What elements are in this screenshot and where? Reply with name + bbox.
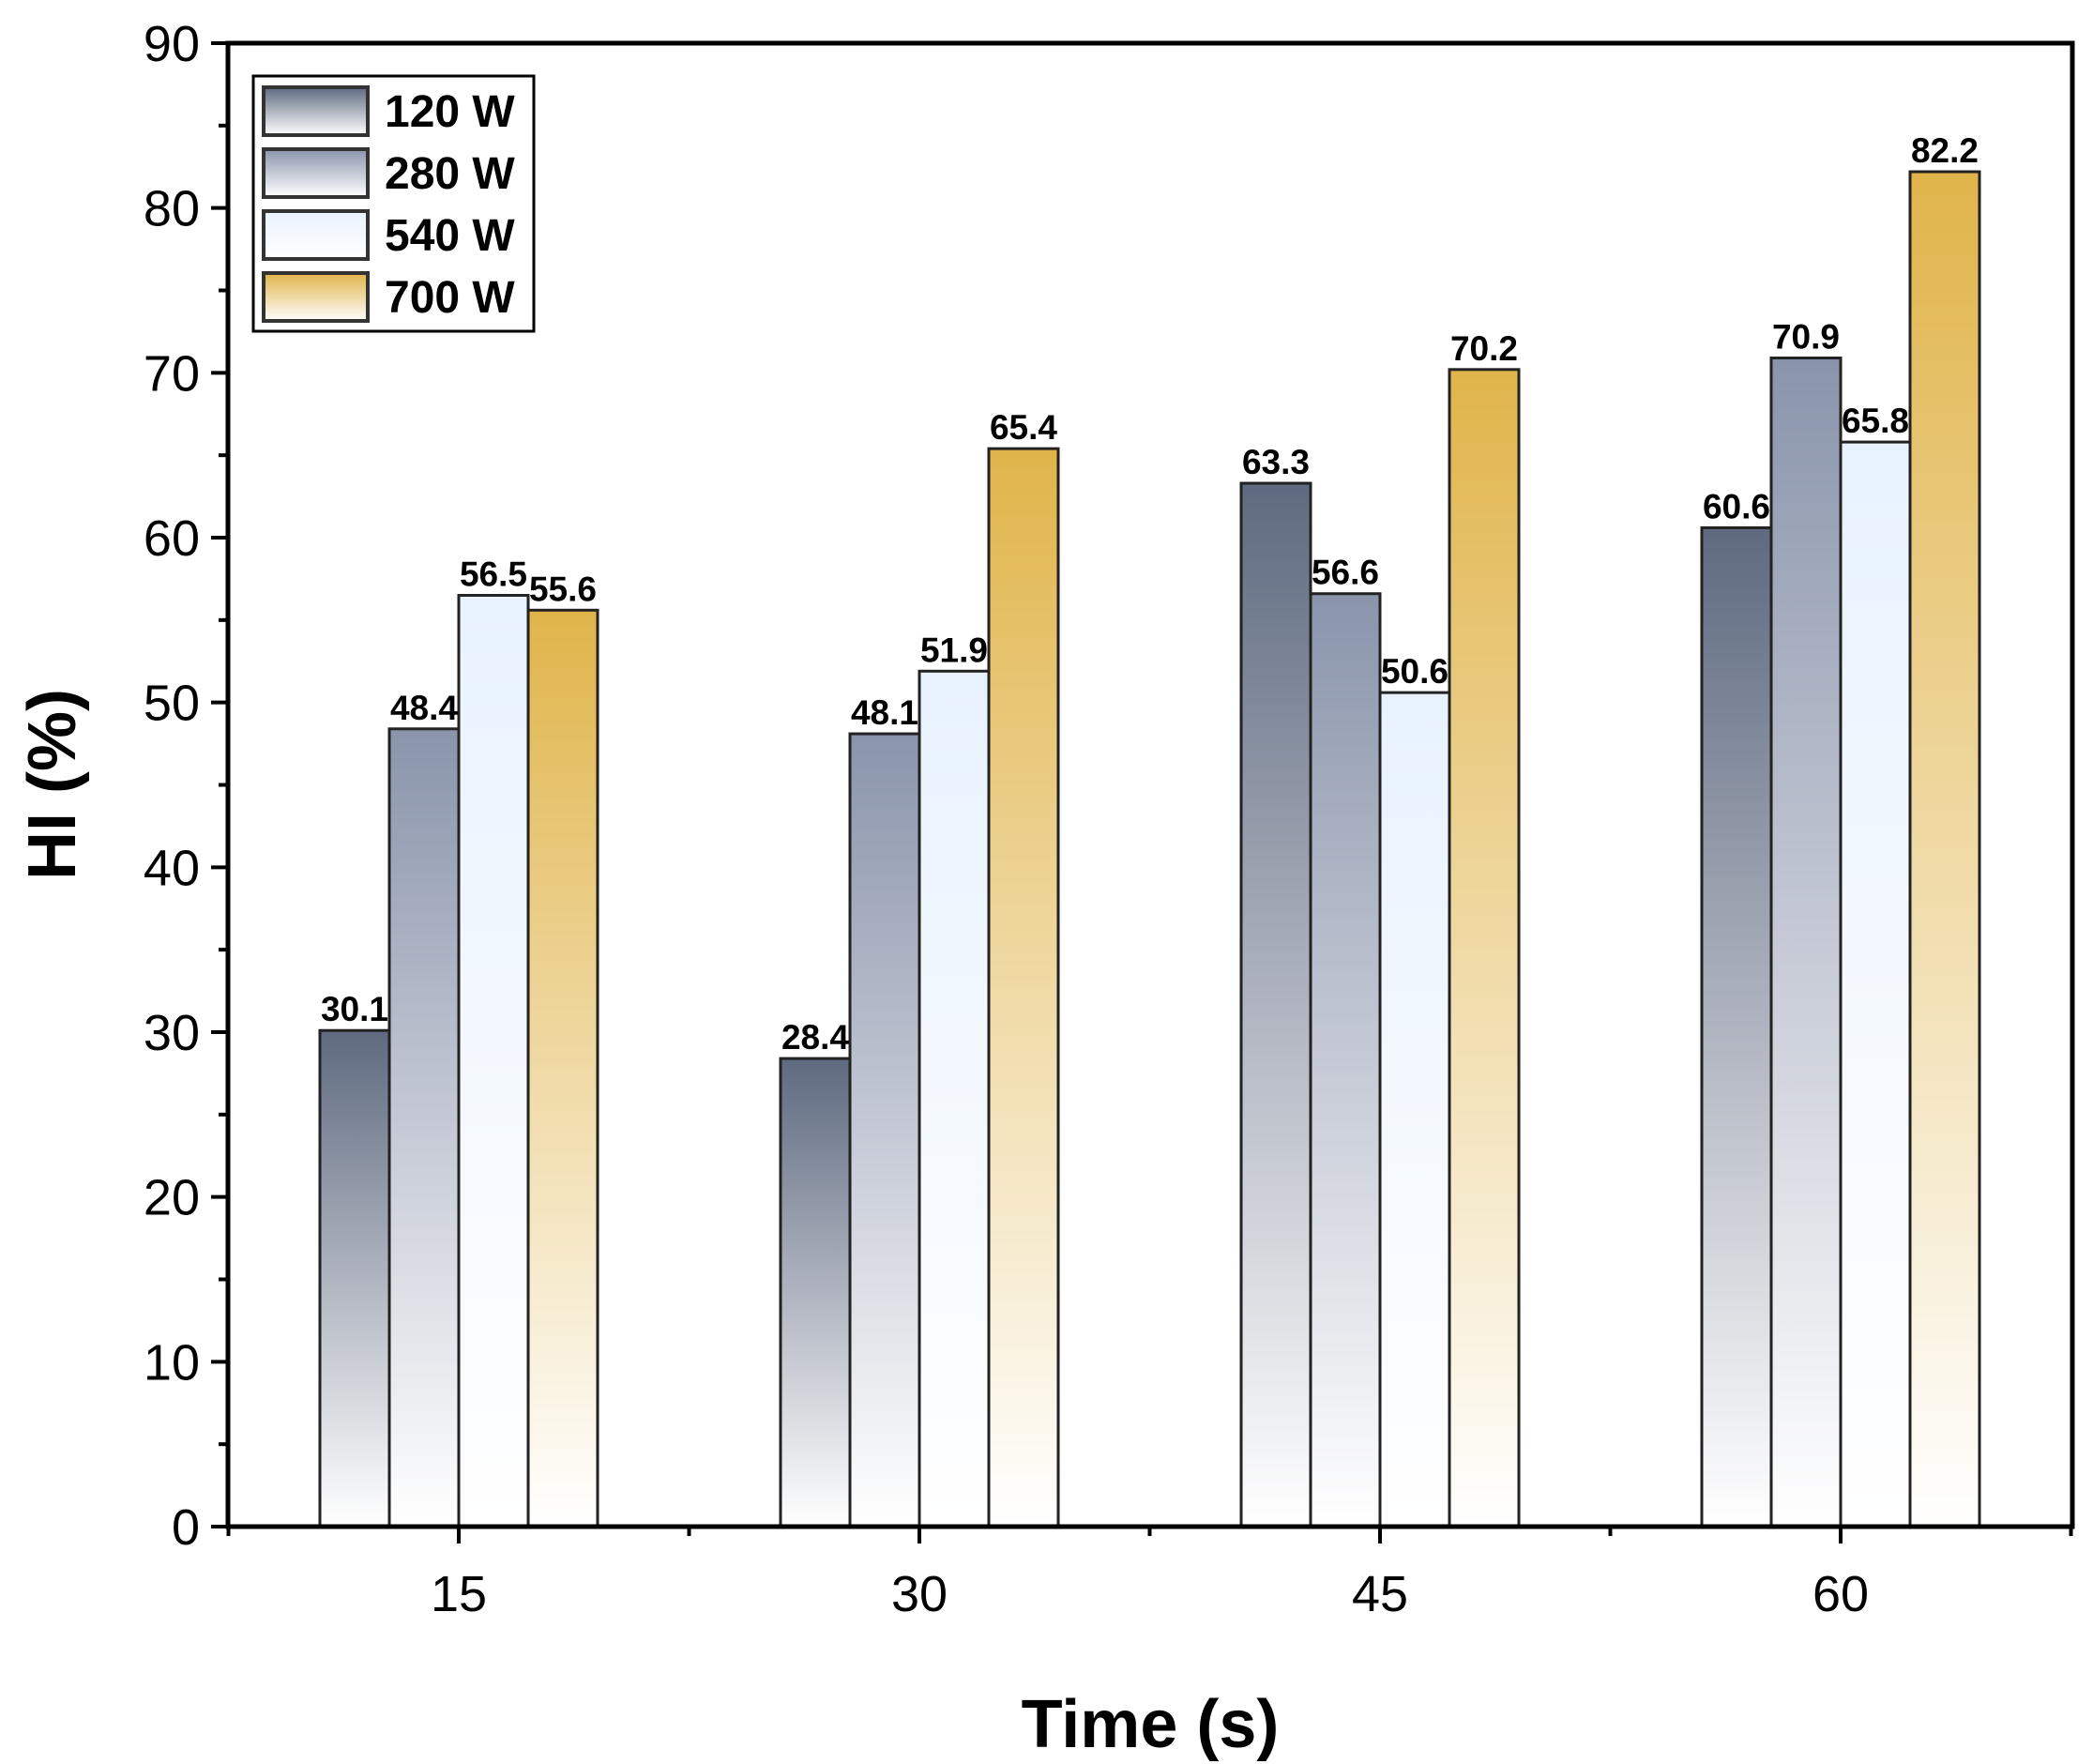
bars [318,170,1981,1528]
legend-label: 540 W [385,211,515,261]
bar-280w-45 [1309,592,1382,1528]
bar-120w-45 [1239,481,1312,1528]
data-label: 28.4 [781,1018,849,1057]
y-tick-label: 50 [144,676,200,732]
y-tick-label: 30 [144,1005,200,1061]
y-tick-label: 10 [144,1334,200,1391]
data-label: 70.2 [1450,329,1518,368]
bar-540w-60 [1839,440,1912,1528]
bar-540w-45 [1378,691,1451,1528]
bar-120w-30 [779,1057,852,1528]
data-label: 50.6 [1381,652,1448,691]
bar-120w-60 [1700,525,1773,1528]
bar-280w-30 [848,732,921,1528]
data-label: 51.9 [920,631,988,669]
bar-700w-60 [1908,170,1981,1528]
data-label: 63.3 [1242,443,1310,481]
y-tick-label: 70 [144,345,200,402]
bar-280w-60 [1769,357,1843,1528]
bar-120w-15 [318,1028,391,1528]
y-tick-label: 90 [144,16,200,72]
bar-540w-30 [918,669,991,1528]
bar-700w-15 [526,608,599,1528]
legend-swatch [262,147,370,199]
bar-280w-15 [387,727,461,1528]
y-axis: 0 10 20 30 40 50 60 70 80 90 [144,16,228,1556]
y-tick-label: 20 [144,1170,200,1226]
y-axis-title: HI (%) [15,689,90,880]
y-tick-label: 0 [172,1499,200,1556]
data-label: 60.6 [1703,487,1770,525]
x-tick-label: 60 [1812,1566,1869,1622]
legend-swatch [262,271,370,323]
legend: 120 W 280 W 540 W 700 W [251,74,536,333]
data-label: 65.4 [990,408,1057,447]
bar-540w-15 [457,593,530,1528]
data-labels: 30.1 48.4 56.5 55.6 28.4 48.151.9 65.4 63.3 56.6… [321,131,1979,1057]
data-label: 82.2 [1911,131,1979,170]
x-tick-label: 45 [1352,1566,1408,1622]
bar-700w-45 [1448,368,1521,1528]
data-label: 70.9 [1772,318,1840,357]
y-tick-label: 40 [144,840,200,896]
legend-label: 700 W [385,273,515,323]
data-label: 56.6 [1312,554,1379,592]
data-label: 30.1 [321,990,388,1028]
legend-swatch [262,85,370,137]
y-tick-label: 60 [144,510,200,567]
x-axis-title: Time (s) [1022,1687,1280,1762]
bar-700w-30 [987,447,1060,1528]
data-label: 55.6 [529,570,597,608]
x-tick-label: 15 [431,1566,487,1622]
data-label: 56.5 [460,555,527,593]
legend-label: 280 W [385,149,515,199]
legend-label: 120 W [385,87,515,137]
y-tick-label: 80 [144,181,200,237]
legend-swatch [262,209,370,261]
data-label: 48.4 [390,689,458,727]
data-label: 48.1 [851,693,918,732]
x-tick-label: 30 [891,1566,948,1622]
x-axis: 15 30 45 60 [226,1527,2073,1622]
data-label: 65.8 [1842,402,1909,440]
